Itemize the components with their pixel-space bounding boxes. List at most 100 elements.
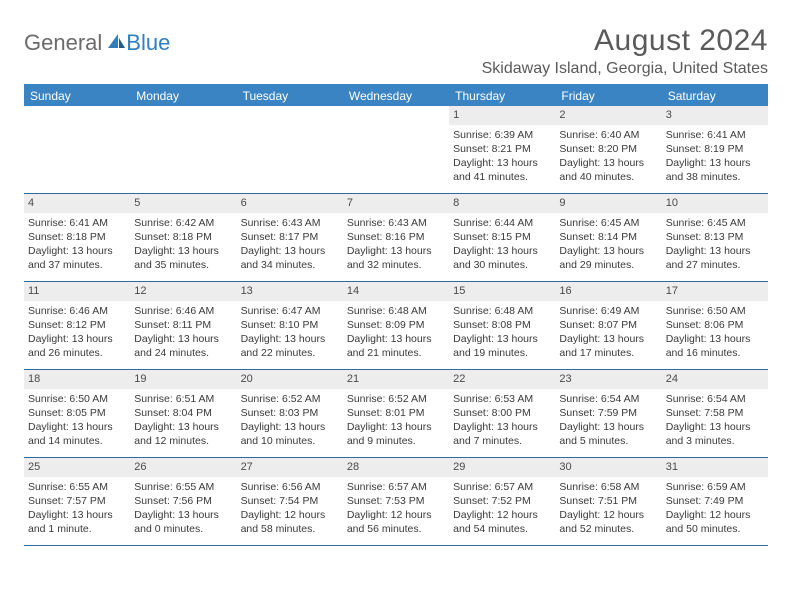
date-number: 10 — [662, 194, 768, 213]
sunrise-text: Sunrise: 6:46 AM — [28, 304, 126, 318]
day-cell: 26Sunrise: 6:55 AMSunset: 7:56 PMDayligh… — [130, 458, 236, 546]
calendar-page: General Blue August 2024 Skidaway Island… — [0, 0, 792, 546]
day1-text: Daylight: 13 hours — [559, 156, 657, 170]
day-cell: 13Sunrise: 6:47 AMSunset: 8:10 PMDayligh… — [237, 282, 343, 370]
sunset-text: Sunset: 8:19 PM — [666, 142, 764, 156]
day-header: Wednesday — [343, 86, 449, 106]
day1-text: Daylight: 13 hours — [666, 244, 764, 258]
day-cell: 25Sunrise: 6:55 AMSunset: 7:57 PMDayligh… — [24, 458, 130, 546]
day-cell: 12Sunrise: 6:46 AMSunset: 8:11 PMDayligh… — [130, 282, 236, 370]
day1-text: Daylight: 13 hours — [28, 508, 126, 522]
day1-text: Daylight: 13 hours — [241, 244, 339, 258]
day2-text: and 35 minutes. — [134, 258, 232, 272]
day2-text: and 19 minutes. — [453, 346, 551, 360]
day1-text: Daylight: 12 hours — [347, 508, 445, 522]
day1-text: Daylight: 13 hours — [666, 156, 764, 170]
sunrise-text: Sunrise: 6:47 AM — [241, 304, 339, 318]
date-number: 15 — [449, 282, 555, 301]
day2-text: and 34 minutes. — [241, 258, 339, 272]
date-number: 28 — [343, 458, 449, 477]
day1-text: Daylight: 12 hours — [241, 508, 339, 522]
sunset-text: Sunset: 8:21 PM — [453, 142, 551, 156]
brand-word1: General — [24, 30, 102, 56]
day2-text: and 41 minutes. — [453, 170, 551, 184]
calendar-grid: SundayMondayTuesdayWednesdayThursdayFrid… — [24, 84, 768, 546]
sunrise-text: Sunrise: 6:45 AM — [666, 216, 764, 230]
day-header: Monday — [130, 86, 236, 106]
day-cell: 22Sunrise: 6:53 AMSunset: 8:00 PMDayligh… — [449, 370, 555, 458]
date-number: 17 — [662, 282, 768, 301]
sunset-text: Sunset: 8:13 PM — [666, 230, 764, 244]
day2-text: and 52 minutes. — [559, 522, 657, 536]
brand-logo: General Blue — [24, 24, 170, 56]
sunset-text: Sunset: 7:58 PM — [666, 406, 764, 420]
sunset-text: Sunset: 8:12 PM — [28, 318, 126, 332]
day2-text: and 24 minutes. — [134, 346, 232, 360]
day1-text: Daylight: 13 hours — [666, 332, 764, 346]
sunset-text: Sunset: 7:52 PM — [453, 494, 551, 508]
sunset-text: Sunset: 8:10 PM — [241, 318, 339, 332]
day-cell: 5Sunrise: 6:42 AMSunset: 8:18 PMDaylight… — [130, 194, 236, 282]
sunset-text: Sunset: 8:14 PM — [559, 230, 657, 244]
day2-text: and 40 minutes. — [559, 170, 657, 184]
day2-text: and 22 minutes. — [241, 346, 339, 360]
sunset-text: Sunset: 8:06 PM — [666, 318, 764, 332]
sunset-text: Sunset: 8:16 PM — [347, 230, 445, 244]
sunrise-text: Sunrise: 6:42 AM — [134, 216, 232, 230]
day1-text: Daylight: 13 hours — [347, 332, 445, 346]
sunset-text: Sunset: 8:11 PM — [134, 318, 232, 332]
day1-text: Daylight: 13 hours — [241, 420, 339, 434]
day2-text: and 32 minutes. — [347, 258, 445, 272]
sunrise-text: Sunrise: 6:59 AM — [666, 480, 764, 494]
day2-text: and 16 minutes. — [666, 346, 764, 360]
sunrise-text: Sunrise: 6:57 AM — [347, 480, 445, 494]
day-cell: 21Sunrise: 6:52 AMSunset: 8:01 PMDayligh… — [343, 370, 449, 458]
sunset-text: Sunset: 8:00 PM — [453, 406, 551, 420]
date-number: 8 — [449, 194, 555, 213]
day2-text: and 10 minutes. — [241, 434, 339, 448]
date-number: 2 — [555, 106, 661, 125]
sunset-text: Sunset: 8:08 PM — [453, 318, 551, 332]
sunset-text: Sunset: 8:04 PM — [134, 406, 232, 420]
day-header: Thursday — [449, 86, 555, 106]
day1-text: Daylight: 13 hours — [347, 244, 445, 258]
day2-text: and 5 minutes. — [559, 434, 657, 448]
sunrise-text: Sunrise: 6:41 AM — [28, 216, 126, 230]
date-number: 1 — [449, 106, 555, 125]
title-block: August 2024 Skidaway Island, Georgia, Un… — [482, 24, 768, 78]
date-number: 3 — [662, 106, 768, 125]
date-number: 9 — [555, 194, 661, 213]
day2-text: and 27 minutes. — [666, 258, 764, 272]
sunset-text: Sunset: 8:05 PM — [28, 406, 126, 420]
sunrise-text: Sunrise: 6:48 AM — [347, 304, 445, 318]
sunset-text: Sunset: 7:54 PM — [241, 494, 339, 508]
day1-text: Daylight: 12 hours — [453, 508, 551, 522]
sunrise-text: Sunrise: 6:53 AM — [453, 392, 551, 406]
day-cell: 8Sunrise: 6:44 AMSunset: 8:15 PMDaylight… — [449, 194, 555, 282]
day1-text: Daylight: 13 hours — [453, 332, 551, 346]
day-cell: 18Sunrise: 6:50 AMSunset: 8:05 PMDayligh… — [24, 370, 130, 458]
day-cell: 11Sunrise: 6:46 AMSunset: 8:12 PMDayligh… — [24, 282, 130, 370]
empty-cell — [130, 106, 236, 194]
day1-text: Daylight: 13 hours — [241, 332, 339, 346]
day1-text: Daylight: 13 hours — [28, 332, 126, 346]
day-cell: 27Sunrise: 6:56 AMSunset: 7:54 PMDayligh… — [237, 458, 343, 546]
sunrise-text: Sunrise: 6:45 AM — [559, 216, 657, 230]
day1-text: Daylight: 13 hours — [134, 244, 232, 258]
day-cell: 2Sunrise: 6:40 AMSunset: 8:20 PMDaylight… — [555, 106, 661, 194]
day-cell: 7Sunrise: 6:43 AMSunset: 8:16 PMDaylight… — [343, 194, 449, 282]
sunset-text: Sunset: 8:18 PM — [28, 230, 126, 244]
day2-text: and 9 minutes. — [347, 434, 445, 448]
day2-text: and 7 minutes. — [453, 434, 551, 448]
day-cell: 17Sunrise: 6:50 AMSunset: 8:06 PMDayligh… — [662, 282, 768, 370]
sunrise-text: Sunrise: 6:48 AM — [453, 304, 551, 318]
day-cell: 24Sunrise: 6:54 AMSunset: 7:58 PMDayligh… — [662, 370, 768, 458]
day2-text: and 17 minutes. — [559, 346, 657, 360]
day2-text: and 54 minutes. — [453, 522, 551, 536]
date-number: 24 — [662, 370, 768, 389]
date-number: 31 — [662, 458, 768, 477]
date-number: 20 — [237, 370, 343, 389]
sunrise-text: Sunrise: 6:41 AM — [666, 128, 764, 142]
empty-cell — [237, 106, 343, 194]
sunrise-text: Sunrise: 6:46 AM — [134, 304, 232, 318]
